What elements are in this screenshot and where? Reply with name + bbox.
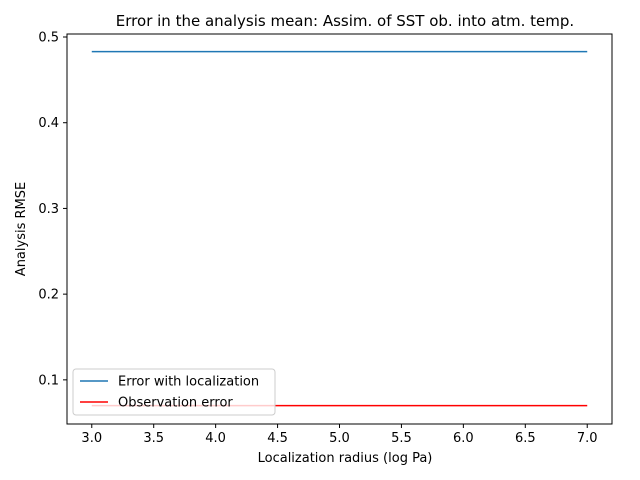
x-tick-label: 3.5 bbox=[143, 431, 164, 446]
y-tick-label: 0.5 bbox=[38, 31, 59, 46]
x-tick-label: 6.0 bbox=[453, 431, 474, 446]
x-tick-label: 6.5 bbox=[515, 431, 536, 446]
y-tick-label: 0.1 bbox=[38, 373, 59, 388]
y-axis: 0.1 0.2 0.3 0.4 0.5 bbox=[38, 31, 67, 388]
legend-entry-2: Observation error bbox=[118, 396, 233, 411]
legend-box bbox=[72, 368, 276, 416]
legend: Error with localization Observation error bbox=[72, 368, 276, 416]
y-tick-label: 0.3 bbox=[38, 202, 59, 217]
x-tick-label: 7.0 bbox=[577, 431, 598, 446]
x-tick-label: 5.0 bbox=[329, 431, 350, 446]
y-tick-label: 0.2 bbox=[38, 288, 59, 303]
y-axis-label: Analysis RMSE bbox=[14, 182, 29, 276]
y-tick-label: 0.4 bbox=[38, 116, 59, 131]
x-axis: 3.0 3.5 4.0 4.5 5.0 5.5 6.0 6.5 7.0 bbox=[81, 424, 598, 446]
x-axis-label: Localization radius (log Pa) bbox=[258, 451, 433, 466]
x-tick-label: 4.5 bbox=[267, 431, 288, 446]
legend-entry-1: Error with localization bbox=[118, 375, 259, 390]
x-tick-label: 4.0 bbox=[205, 431, 226, 446]
x-tick-label: 5.5 bbox=[391, 431, 412, 446]
chart-title: Error in the analysis mean: Assim. of SS… bbox=[116, 12, 574, 30]
x-tick-label: 3.0 bbox=[81, 431, 102, 446]
